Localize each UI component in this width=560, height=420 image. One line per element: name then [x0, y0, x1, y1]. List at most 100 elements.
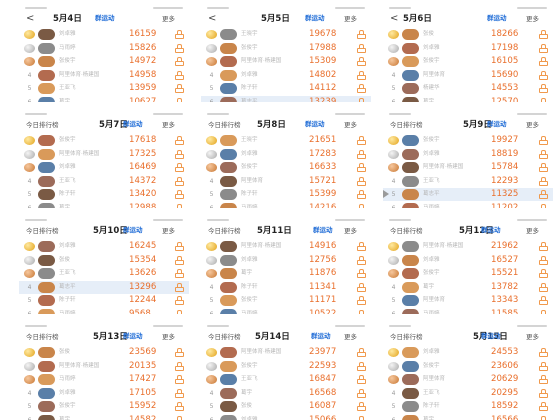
like-icon[interactable]	[357, 204, 366, 208]
leaderboard-row[interactable]: 刘卓雅 12756	[201, 254, 371, 267]
leaderboard-row[interactable]: 4 阿里体育 15721	[201, 175, 371, 188]
leaderboard-row[interactable]: 4 陈子轩 11341	[201, 281, 371, 294]
avatar[interactable]	[402, 295, 419, 307]
like-icon[interactable]	[175, 255, 184, 265]
avatar[interactable]	[220, 56, 237, 68]
avatar[interactable]	[38, 360, 55, 372]
avatar[interactable]	[38, 374, 55, 386]
like-icon[interactable]	[357, 348, 366, 357]
avatar[interactable]	[402, 401, 419, 413]
avatar[interactable]	[220, 69, 237, 81]
avatar[interactable]	[220, 29, 237, 40]
like-icon[interactable]	[357, 375, 366, 385]
like-icon[interactable]	[175, 136, 184, 145]
avatar[interactable]	[220, 162, 237, 174]
more-button[interactable]: 更多	[344, 333, 357, 341]
like-icon[interactable]	[175, 43, 184, 53]
like-icon[interactable]	[175, 70, 184, 80]
avatar[interactable]	[220, 295, 237, 307]
leaderboard-row[interactable]: 刘卓雅 24553	[383, 346, 553, 359]
leaderboard-row[interactable]: 5 阿里体育 13343	[383, 294, 553, 307]
leaderboard-row[interactable]: 4 葛宇 13782	[383, 281, 553, 294]
like-icon[interactable]	[175, 402, 184, 412]
like-icon[interactable]	[539, 30, 548, 39]
leaderboard-row[interactable]: 6 葛宇 16566	[383, 414, 553, 420]
leaderboard-row[interactable]: 刘卓雅 16527	[383, 254, 553, 267]
leaderboard-row[interactable]: 刘卓雅 17198	[383, 42, 553, 55]
avatar[interactable]	[38, 203, 55, 208]
avatar[interactable]	[38, 268, 55, 280]
avatar[interactable]	[38, 97, 55, 102]
leaderboard-row[interactable]: 6 葛宇 12570	[383, 96, 553, 102]
leaderboard-row[interactable]: 6 葛宇 10627	[19, 96, 189, 102]
like-icon[interactable]	[539, 70, 548, 80]
avatar[interactable]	[402, 415, 419, 420]
like-icon[interactable]	[175, 163, 184, 173]
avatar[interactable]	[220, 387, 237, 399]
like-icon[interactable]	[539, 388, 548, 398]
leaderboard-row[interactable]: 4 刘卓雅 17105	[19, 387, 189, 400]
avatar[interactable]	[402, 83, 419, 95]
leaderboard-row[interactable]: 4 阿里体育·杨建国 14958	[19, 69, 189, 82]
leaderboard-row[interactable]: 张俊宇 15521	[383, 267, 553, 280]
like-icon[interactable]	[539, 43, 548, 53]
like-icon[interactable]	[539, 204, 548, 208]
back-button[interactable]: <	[26, 13, 35, 24]
like-icon[interactable]	[175, 282, 184, 292]
avatar[interactable]	[220, 42, 237, 54]
avatar[interactable]	[402, 387, 419, 399]
leaderboard-row[interactable]: 4 葛志平 13296	[19, 280, 189, 294]
avatar[interactable]	[402, 360, 419, 372]
avatar[interactable]	[220, 135, 237, 146]
leaderboard-row[interactable]: 阿里体育 20629	[383, 373, 553, 386]
avatar[interactable]	[38, 189, 55, 201]
like-icon[interactable]	[539, 176, 548, 186]
leaderboard-row[interactable]: 5 张俊 16087	[201, 400, 371, 413]
like-icon[interactable]	[357, 136, 366, 145]
like-icon[interactable]	[357, 84, 366, 94]
leaderboard-row[interactable]: 4 阿里体育 15690	[383, 69, 553, 82]
leaderboard-row[interactable]: 6 马雨婷 11585	[383, 308, 553, 314]
leaderboard-row[interactable]: 王晓宇 19678	[201, 28, 371, 41]
leaderboard-row[interactable]: 刘卓雅 16469	[19, 161, 189, 174]
more-button[interactable]: 更多	[344, 227, 357, 235]
leaderboard-row[interactable]: 张俊 15354	[19, 254, 189, 267]
avatar[interactable]	[38, 162, 55, 174]
avatar[interactable]	[220, 268, 237, 280]
like-icon[interactable]	[175, 84, 184, 94]
leaderboard-row[interactable]: 王亚飞 13626	[19, 267, 189, 280]
leaderboard-row[interactable]: 5 张俊宇 11171	[201, 294, 371, 307]
avatar[interactable]	[402, 189, 419, 201]
like-icon[interactable]	[175, 269, 184, 279]
like-icon[interactable]	[357, 310, 366, 314]
like-icon[interactable]	[539, 98, 548, 102]
leaderboard-row[interactable]: 6 葛宇 12988	[19, 202, 189, 208]
leaderboard-row[interactable]: 5 张俊宇 15952	[19, 400, 189, 413]
avatar[interactable]	[220, 83, 237, 95]
like-icon[interactable]	[357, 98, 366, 102]
like-icon[interactable]	[357, 282, 366, 292]
avatar[interactable]	[402, 56, 419, 68]
leaderboard-row[interactable]: 4 王亚飞 12293	[383, 175, 553, 188]
like-icon[interactable]	[539, 136, 548, 145]
like-icon[interactable]	[175, 57, 184, 67]
leaderboard-row[interactable]: 6 马雨婷 14216	[201, 202, 371, 208]
avatar[interactable]	[38, 401, 55, 413]
leaderboard-row[interactable]: 马雨婷 15826	[19, 42, 189, 55]
more-button[interactable]: 更多	[526, 121, 539, 129]
leaderboard-row[interactable]: 阿里体育·杨建国 15309	[201, 55, 371, 68]
like-icon[interactable]	[539, 348, 548, 357]
leaderboard-row[interactable]: 葛宇 11876	[201, 267, 371, 280]
avatar[interactable]	[38, 281, 55, 293]
like-icon[interactable]	[539, 149, 548, 159]
like-icon[interactable]	[539, 375, 548, 385]
leaderboard-row[interactable]: 6 葛宇 14582	[19, 414, 189, 420]
leaderboard-row[interactable]: 5 葛志平 11325	[383, 188, 553, 202]
leaderboard-row[interactable]: 5 王亚飞 13959	[19, 82, 189, 95]
like-icon[interactable]	[539, 255, 548, 265]
leaderboard-row[interactable]: 张俊宇 17988	[201, 42, 371, 55]
like-icon[interactable]	[357, 190, 366, 200]
avatar[interactable]	[402, 97, 419, 102]
more-button[interactable]: 更多	[526, 227, 539, 235]
avatar[interactable]	[402, 374, 419, 386]
